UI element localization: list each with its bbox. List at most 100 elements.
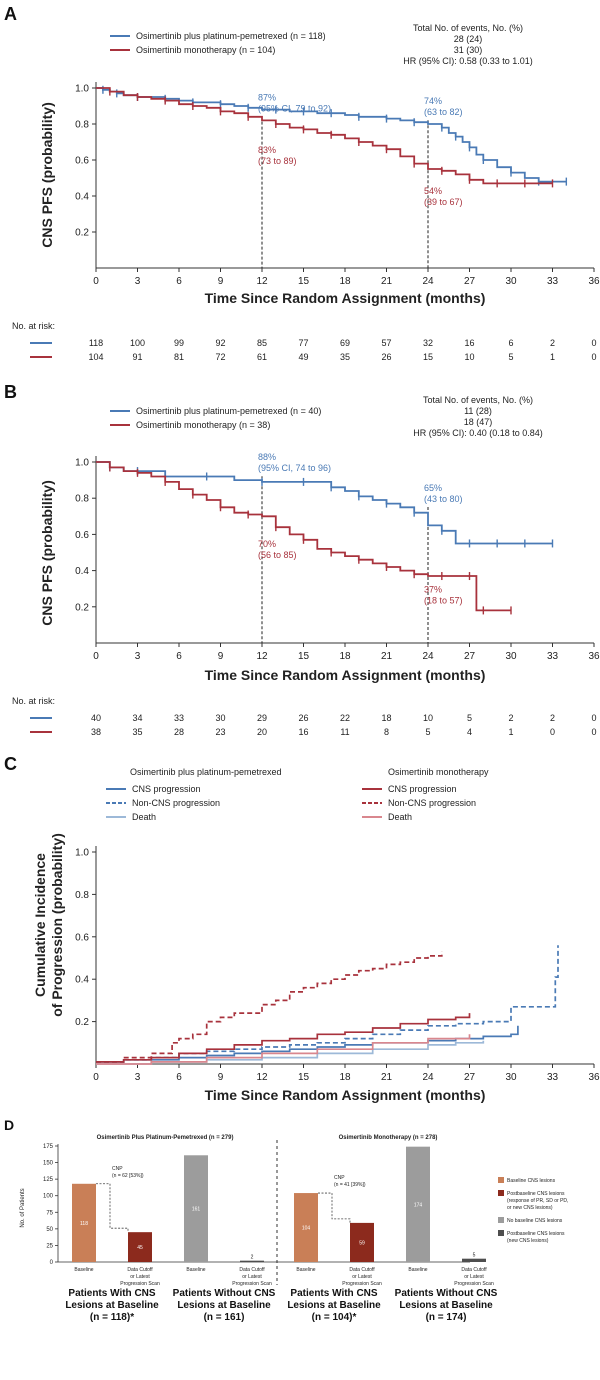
b-x-tick-label: 15 xyxy=(298,651,310,662)
b-risk-mono-value: 20 xyxy=(257,727,267,737)
d-group-label-right: Lesions at Baseline xyxy=(287,1300,381,1311)
a-risk-combo-value: 16 xyxy=(464,338,474,348)
d-bar-value-right: 59 xyxy=(359,1240,365,1246)
d-bar-value-left: 118 xyxy=(80,1221,88,1227)
d-y-tick-label: 50 xyxy=(46,1227,53,1233)
a-risk-mono-value: 1 xyxy=(550,352,555,362)
b-risk-mono-value: 23 xyxy=(215,727,225,737)
legend-b-combo-label: Osimertinib plus platinum-pemetrexed (n … xyxy=(136,406,321,416)
d-category-label-right: or Latest xyxy=(464,1274,484,1280)
a-x-tick-label: 18 xyxy=(339,276,351,287)
d-legend-swatch xyxy=(498,1177,504,1183)
d-y-tick-label: 125 xyxy=(43,1177,54,1183)
y-axis-label-c-line2: of Progression (probability) xyxy=(49,833,65,1017)
d-y-tick-label: 150 xyxy=(43,1161,54,1167)
d-group-label-right: Patients Without CNS xyxy=(395,1288,498,1299)
a-risk-combo-value: 2 xyxy=(550,338,555,348)
a-risk-mono-value: 0 xyxy=(591,352,596,362)
a-landmark-annotation: (39 to 67) xyxy=(424,197,463,207)
d-y-tick-label: 25 xyxy=(46,1243,53,1249)
b-risk-combo-value: 40 xyxy=(91,713,101,723)
y-axis-label-b: CNS PFS (probability) xyxy=(39,480,55,625)
panel-c-label: C xyxy=(4,754,17,774)
b-landmark-annotation: (95% CI, 74 to 96) xyxy=(258,463,331,473)
d-cnp-label-left: (n = 62 [53%]) xyxy=(112,1173,144,1179)
legend-d: Baseline CNS lesions Postbaseline CNS les… xyxy=(498,1177,568,1244)
c-x-tick-label: 6 xyxy=(176,1072,182,1083)
x-axis-label-b: Time Since Random Assignment (months) xyxy=(205,667,486,683)
d-group-label-left: Lesions at Baseline xyxy=(65,1300,159,1311)
a-x-tick-label: 6 xyxy=(176,276,182,287)
d-category-label-left: or Latest xyxy=(242,1274,262,1280)
b-risk-combo-value: 2 xyxy=(508,713,513,723)
b-x-tick-label: 27 xyxy=(464,651,476,662)
a-risk-mono-value: 26 xyxy=(381,352,391,362)
d-bar-value-left: 2 xyxy=(251,1255,254,1261)
legend-c-combo-title: Osimertinib plus platinum-pemetrexed xyxy=(130,767,282,777)
d-bar-left-3 xyxy=(240,1260,264,1262)
d-bar-value-left: 161 xyxy=(192,1207,201,1213)
a-risk-mono-value: 35 xyxy=(340,352,350,362)
d-legend-label: No baseline CNS lesions xyxy=(507,1218,563,1224)
a-y-tick-label: 0.6 xyxy=(75,156,89,167)
y-axis-label-a: CNS PFS (probability) xyxy=(39,102,55,247)
c-x-tick-label: 21 xyxy=(381,1072,393,1083)
d-legend-label: or new CNS lesions) xyxy=(507,1205,553,1211)
b-y-tick-label: 0.6 xyxy=(75,530,89,541)
d-group-label-right: (n = 104)* xyxy=(312,1312,357,1323)
d-y-tick-label: 75 xyxy=(46,1210,53,1216)
b-risk-combo-value: 29 xyxy=(257,713,267,723)
d-cnp-label-left: CNP xyxy=(112,1166,123,1172)
d-y-tick-label: 100 xyxy=(43,1194,54,1200)
legend-a-mono-label: Osimertinib monotherapy (n = 104) xyxy=(136,45,275,55)
a-x-tick-label: 3 xyxy=(135,276,141,287)
b-risk-mono-value: 4 xyxy=(467,727,472,737)
panel-a: A Osimertinib plus platinum-pemetrexed (… xyxy=(4,4,600,362)
a-risk-combo-value: 92 xyxy=(215,338,225,348)
b-landmark-annotation: (18 to 57) xyxy=(424,595,463,605)
a-landmark-annotation: 87% xyxy=(258,93,276,103)
d-group-label-right: Lesions at Baseline xyxy=(399,1300,493,1311)
a-risk-combo-value: 57 xyxy=(381,338,391,348)
d-legend-swatch xyxy=(498,1217,504,1223)
b-x-tick-label: 6 xyxy=(176,651,182,662)
b-x-tick-label: 21 xyxy=(381,651,393,662)
c-x-tick-label: 9 xyxy=(218,1072,224,1083)
risk-table-b: 4038343533283023292026162211188105542120… xyxy=(91,713,597,737)
b-risk-combo-value: 10 xyxy=(423,713,433,723)
b-risk-combo-value: 5 xyxy=(467,713,472,723)
a-x-tick-label: 27 xyxy=(464,276,476,287)
b-risk-mono-value: 11 xyxy=(340,727,349,737)
b-x-tick-label: 9 xyxy=(218,651,224,662)
events-a-combo: 28 (24) xyxy=(454,34,483,44)
c-y-tick-label: 0.4 xyxy=(75,975,89,986)
b-risk-combo-value: 34 xyxy=(132,713,142,723)
d-category-label-right: Progression Scan xyxy=(454,1281,494,1287)
d-bar-value-left: 45 xyxy=(137,1245,143,1251)
d-category-label-right: Baseline xyxy=(296,1267,315,1273)
a-risk-mono-value: 81 xyxy=(174,352,184,362)
c-y-tick-label: 0.6 xyxy=(75,932,89,943)
c-x-tick-label: 18 xyxy=(339,1072,351,1083)
c-y-tick-label: 0.2 xyxy=(75,1017,89,1028)
panel-a-label: A xyxy=(4,4,17,24)
c-cif-curve-mono-cns-progression xyxy=(96,1013,471,1063)
risk-table-a: 1181041009199819272856177496935572632151… xyxy=(88,338,596,362)
d-category-label-right: Baseline xyxy=(408,1267,427,1273)
panel-d-label: D xyxy=(4,1117,14,1133)
b-x-tick-label: 30 xyxy=(505,651,517,662)
panel-c: C Osimertinib plus platinum-pemetrexed C… xyxy=(4,754,600,1103)
d-group-label-right: Patients With CNS xyxy=(290,1288,377,1299)
c-x-tick-label: 3 xyxy=(135,1072,141,1083)
d-category-label-right: Data Cutoff xyxy=(461,1267,487,1273)
events-a-header: Total No. of events, No. (%) xyxy=(413,23,523,33)
c-y-tick-label: 1.0 xyxy=(75,848,89,859)
panel-d-y-label: No. of Patients xyxy=(20,1188,26,1227)
a-risk-combo-value: 0 xyxy=(591,338,596,348)
a-risk-combo-value: 32 xyxy=(423,338,433,348)
a-x-tick-label: 33 xyxy=(547,276,559,287)
d-bar-value-right: 5 xyxy=(473,1253,476,1259)
panel-d: D Osimertinib Plus Platinum-Pemetrexed (… xyxy=(4,1117,568,1323)
